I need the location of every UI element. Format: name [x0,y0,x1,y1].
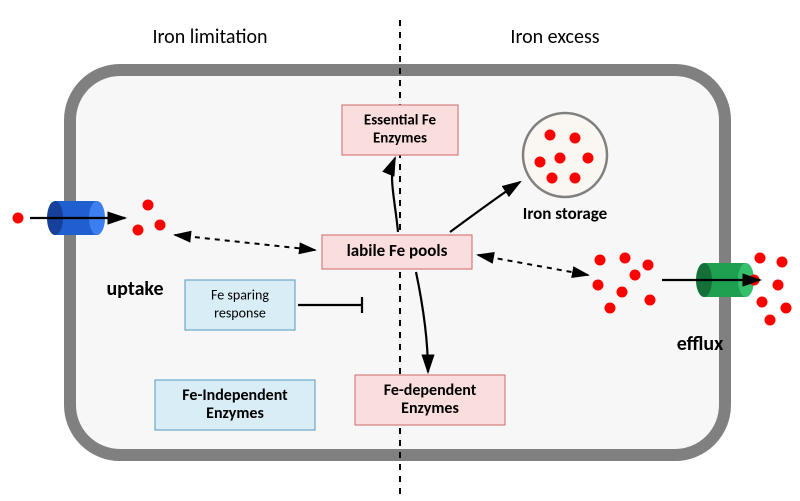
fe-dot [555,153,566,164]
svg-text:response: response [214,304,266,321]
box-labile: labile Fe pools [322,235,472,269]
fe-dot [620,253,631,264]
box-sparing: Fe sparingresponse [185,280,295,330]
fe-dot [773,280,784,291]
box-dependent: Fe-dependentEnzymes [355,375,505,425]
fe-dot [605,303,616,314]
fe-dot [535,157,546,168]
label-storage: Iron storage [523,203,608,224]
svg-text:Essential Fe: Essential Fe [364,112,437,130]
fe-dot [757,297,768,308]
svg-text:labile Fe pools: labile Fe pools [347,240,448,261]
box-independent: Fe-IndependentEnzymes [155,380,315,430]
fe-dot [143,200,154,211]
fe-dot [630,270,641,281]
fe-dot [155,220,166,231]
svg-text:Enzymes: Enzymes [401,399,459,418]
fe-dot [593,280,604,291]
fe-dot [617,287,628,298]
svg-text:Fe-dependent: Fe-dependent [384,381,477,400]
label-uptake: uptake [106,277,163,301]
fe-dot [781,303,792,314]
svg-text:Fe sparing: Fe sparing [211,286,269,303]
svg-text:Enzymes: Enzymes [206,404,264,423]
fe-dot [777,257,788,268]
storage-vesicle [523,113,607,197]
fe-dot [570,133,581,144]
fe-dot [583,153,594,164]
svg-text:Fe-Independent: Fe-Independent [182,386,288,405]
fe-dot [765,315,776,326]
fe-dot [570,173,581,184]
fe-dot [133,225,144,236]
fe-dot [643,260,654,271]
header-right: Iron excess [510,25,599,49]
fe-dot [645,295,656,306]
fe-cluster-outer_left [13,213,24,224]
fe-dot [547,173,558,184]
fe-dot [13,213,24,224]
fe-dot [595,255,606,266]
svg-text:Enzymes: Enzymes [373,130,427,148]
header-left: Iron limitation [152,25,267,49]
box-essential: Essential FeEnzymes [342,105,458,155]
label-efflux: efflux [677,332,724,356]
fe-dot [755,253,766,264]
fe-dot [545,130,556,141]
